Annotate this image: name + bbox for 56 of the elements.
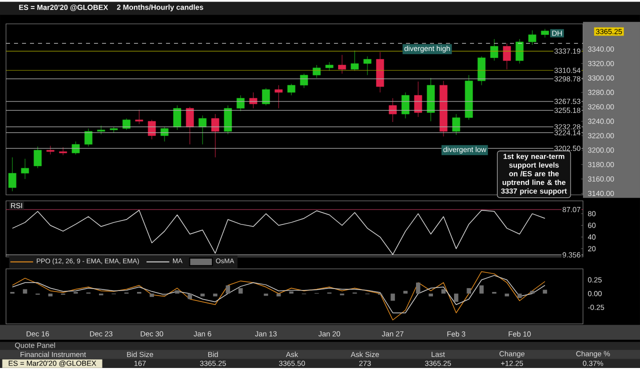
bar: [517, 293, 522, 298]
candlestick: [148, 119, 156, 140]
candlestick: [249, 92, 258, 108]
candlestick: [338, 54, 346, 74]
candlestick: [478, 56, 486, 86]
bar: [479, 285, 484, 294]
bar: [188, 293, 192, 299]
candlestick: [186, 106, 194, 144]
bar: [238, 288, 243, 294]
candlestick: [312, 64, 321, 78]
bar: [390, 293, 395, 301]
candlestick: [8, 156, 16, 192]
candlestick: [287, 83, 296, 96]
candlestick: [224, 104, 232, 134]
candlestick: [262, 88, 270, 106]
bar: [441, 289, 446, 294]
candlestick: [541, 28, 549, 38]
candlestick: [490, 38, 498, 61]
candlestick: [72, 141, 80, 155]
bar: [504, 293, 510, 296]
bar: [530, 290, 534, 294]
candlestick: [236, 94, 245, 112]
bar: [200, 293, 205, 296]
bar: [466, 288, 471, 294]
bar: [416, 282, 420, 294]
candlestick: [59, 146, 68, 156]
bar: [264, 293, 268, 296]
candlestick: [21, 158, 29, 180]
candlestick: [363, 56, 372, 76]
bar: [48, 293, 53, 296]
candlestick: [84, 128, 92, 147]
candlestick: [34, 146, 42, 168]
candlestick: [135, 109, 144, 124]
candlestick: [388, 98, 397, 122]
candlestick: [516, 38, 524, 64]
candlestick: [211, 114, 220, 158]
bar: [175, 290, 180, 294]
bar: [213, 293, 218, 296]
bar: [454, 293, 458, 302]
bar: [150, 293, 154, 297]
candlestick: [198, 115, 206, 144]
bar: [22, 289, 28, 294]
candlestick: [300, 73, 308, 88]
candlestick: [350, 50, 359, 71]
candlestick: [173, 104, 182, 130]
candlestick: [402, 92, 410, 118]
candlestick: [274, 84, 283, 108]
bar: [428, 293, 433, 296]
candlestick: [528, 30, 536, 45]
bar: [226, 285, 230, 294]
candlestick: [160, 126, 168, 142]
candlestick: [452, 114, 460, 136]
candlestick: [414, 81, 422, 117]
bar: [276, 293, 281, 296]
line-series: [12, 274, 546, 314]
candlestick: [502, 42, 511, 70]
